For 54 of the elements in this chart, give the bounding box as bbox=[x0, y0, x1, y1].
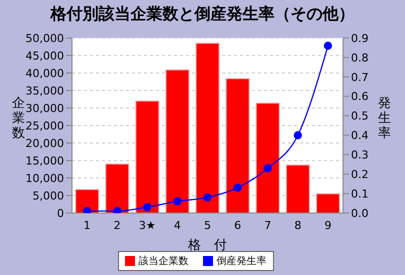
bar bbox=[135, 100, 160, 213]
y-axis-title: 企業数 bbox=[12, 96, 25, 141]
bar bbox=[226, 78, 250, 213]
x-tick-label: 8 bbox=[294, 218, 302, 232]
legend-label: 倒産発生率 bbox=[216, 254, 266, 268]
bar bbox=[165, 69, 190, 213]
y-tick-label: 15,000 bbox=[26, 154, 64, 168]
y-tick-label: 35,000 bbox=[26, 84, 64, 98]
y2-tick-label: 0.7 bbox=[351, 70, 368, 84]
x-tick-label: 1 bbox=[84, 218, 91, 232]
y2-tick-label: 0.8 bbox=[351, 51, 368, 64]
y2-tick-label: 0.1 bbox=[351, 187, 368, 200]
y-tick-label: 0 bbox=[57, 206, 64, 220]
point bbox=[82, 206, 92, 213]
y-tick-label: 30,000 bbox=[26, 102, 64, 115]
point bbox=[264, 164, 272, 172]
bar bbox=[286, 164, 310, 213]
y2-axis-title: 発生率 bbox=[378, 96, 391, 141]
y-tick-label: 40,000 bbox=[26, 66, 64, 80]
point bbox=[203, 193, 212, 202]
y-tick-label: 45,000 bbox=[26, 49, 64, 62]
x-tick-label: 4 bbox=[174, 218, 181, 232]
point bbox=[324, 42, 332, 50]
point bbox=[143, 203, 152, 212]
y2-tick-label: 0.9 bbox=[351, 32, 368, 45]
y2-tick-label: 0.2 bbox=[351, 168, 368, 182]
y-tick-label: 25,000 bbox=[26, 119, 64, 132]
legend-label: 該当企業数 bbox=[138, 254, 188, 268]
chart-title: 格付別該当企業数と倒産発生率（その他） bbox=[49, 4, 356, 25]
point bbox=[234, 184, 242, 192]
bar bbox=[105, 164, 130, 213]
x-tick-label: 3★ bbox=[138, 218, 156, 232]
point bbox=[294, 131, 302, 140]
bar bbox=[256, 102, 280, 213]
bar bbox=[316, 193, 340, 213]
x-axis-title: 格 付 bbox=[187, 238, 227, 253]
y2-tick-label: 0.3 bbox=[351, 148, 368, 162]
y-tick-label: 5,000 bbox=[32, 189, 64, 202]
y2-tick-label: 0.5 bbox=[351, 110, 368, 123]
y2-tick-label: 0.6 bbox=[351, 90, 368, 104]
x-tick-label: 7 bbox=[264, 218, 272, 232]
point bbox=[113, 206, 122, 213]
x-tick-label: 9 bbox=[324, 218, 332, 232]
x-tick-label: 2 bbox=[114, 218, 121, 232]
y2-tick-label: 0.0 bbox=[351, 206, 368, 220]
y-tick-label: 10,000 bbox=[26, 172, 64, 185]
y2-tick-label: 0.4 bbox=[351, 129, 368, 142]
bar bbox=[75, 189, 100, 213]
y-tick-label: 50,000 bbox=[26, 32, 64, 45]
x-tick-label: 5 bbox=[204, 218, 211, 232]
y-tick-label: 20,000 bbox=[26, 136, 64, 150]
x-tick-label: 6 bbox=[234, 218, 242, 232]
bar bbox=[196, 42, 220, 213]
point bbox=[173, 197, 182, 206]
